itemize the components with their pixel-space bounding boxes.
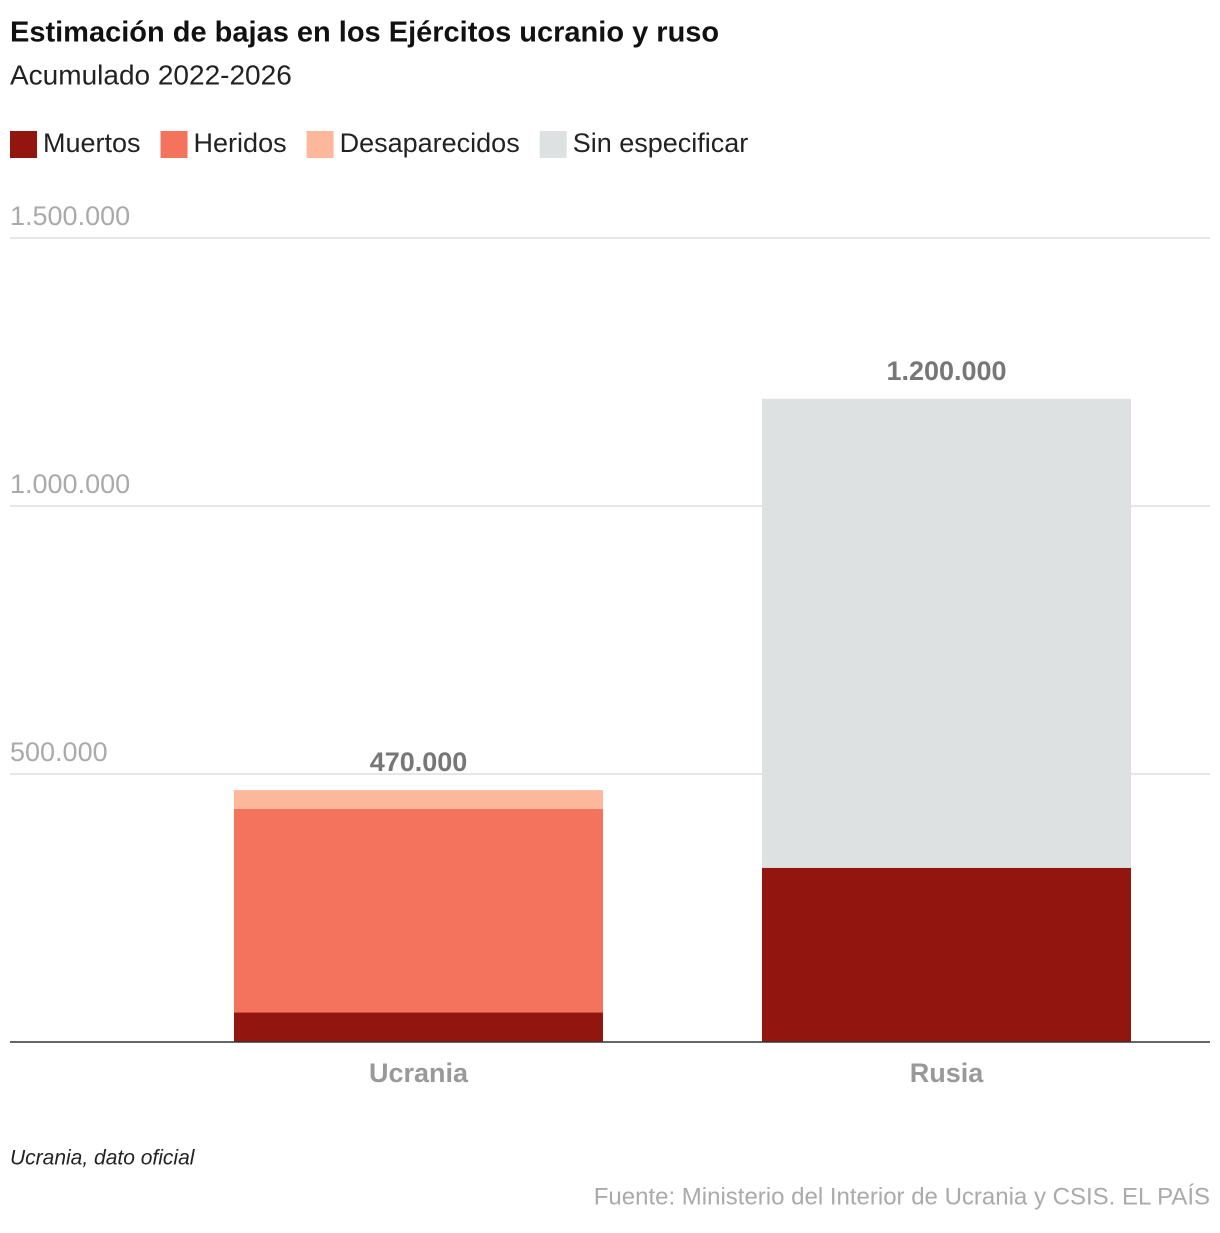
- legend-label: Desaparecidos: [340, 128, 520, 158]
- chart-subtitle: Acumulado 2022-2026: [10, 59, 292, 90]
- bar-segment: [234, 790, 603, 809]
- total-label: 470.000: [370, 747, 468, 777]
- x-tick-label: Ucrania: [369, 1058, 469, 1088]
- legend-swatch: [10, 131, 37, 158]
- legend-swatch: [306, 131, 334, 158]
- bar-segment: [762, 867, 1131, 1042]
- source: Fuente: Ministerio del Interior de Ucran…: [594, 1183, 1210, 1210]
- note: Ucrania, dato oficial: [10, 1147, 196, 1170]
- bar-segment: [762, 398, 1131, 868]
- chart-title: Estimación de bajas en los Ejércitos ucr…: [10, 17, 719, 49]
- legend-label: Sin especificar: [573, 128, 749, 158]
- bar-segment: [234, 808, 603, 1013]
- legend-swatch: [539, 131, 567, 158]
- bar-segment: [234, 1012, 603, 1042]
- legend-swatch: [160, 131, 188, 158]
- legend-label: Muertos: [43, 128, 141, 158]
- y-tick-label: 500.000: [10, 737, 108, 767]
- x-tick-label: Rusia: [910, 1058, 985, 1088]
- legend-label: Heridos: [194, 128, 287, 158]
- y-tick-label: 1.000.000: [10, 469, 130, 499]
- total-label: 1.200.000: [886, 356, 1006, 386]
- y-tick-label: 1.500.000: [10, 201, 130, 231]
